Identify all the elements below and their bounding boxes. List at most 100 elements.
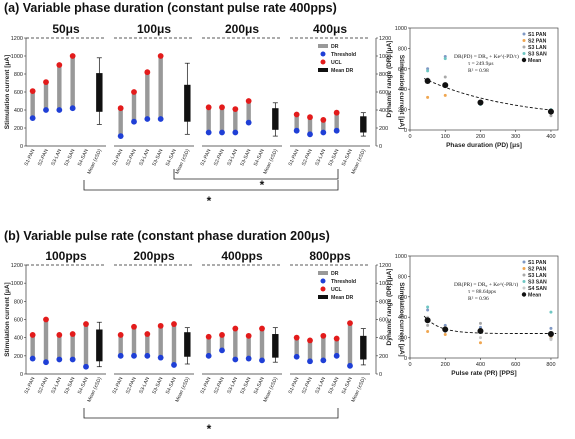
panel-title: 400μs bbox=[313, 22, 347, 36]
y-tick-label: 800 bbox=[398, 46, 407, 52]
y-tick-label: 600 bbox=[14, 318, 23, 324]
category-label: S2-PAN bbox=[301, 148, 314, 167]
scatter-legend-label: S3 SAN bbox=[528, 280, 547, 286]
dr-bar bbox=[347, 323, 353, 366]
ucl-point bbox=[43, 316, 49, 323]
fit-equation: DR(PD) = DR₀ + Ke^(-PD/τ) bbox=[454, 53, 519, 60]
category-label: S3-LAN bbox=[50, 376, 63, 395]
x-tick-label: 0 bbox=[408, 134, 411, 140]
scatter-legend-marker bbox=[522, 273, 526, 277]
threshold-point bbox=[43, 359, 49, 366]
significance-star: * bbox=[207, 194, 212, 208]
scatter-legend-marker bbox=[521, 57, 527, 63]
dr-bar bbox=[294, 337, 299, 357]
subject-data-point bbox=[426, 329, 430, 333]
fit-tau: τ = 88.64pps bbox=[468, 289, 496, 295]
scatter-legend-label: Mean bbox=[528, 293, 541, 299]
y-tick-label: 800 bbox=[398, 274, 407, 280]
y-tick-label: 800 bbox=[14, 72, 23, 78]
subject-data-point bbox=[478, 341, 482, 345]
threshold-point bbox=[56, 107, 63, 113]
scatter-legend-marker bbox=[522, 45, 526, 49]
dr-bar bbox=[57, 334, 62, 360]
ucl-point bbox=[219, 104, 225, 111]
x-tick-label: 800 bbox=[546, 362, 555, 368]
right-y-tick-label: 800 bbox=[379, 72, 388, 78]
y-axis-label: Dynamic range (DR) [μA] bbox=[386, 269, 393, 346]
right-y-tick-label: 0 bbox=[379, 144, 382, 150]
y-axis-label: Dynamic range (DR) [μA] bbox=[386, 41, 393, 118]
ucl-point bbox=[245, 332, 252, 339]
threshold-point bbox=[320, 129, 327, 136]
category-label: S3-SAN bbox=[239, 148, 252, 167]
scatter-legend-label: Mean bbox=[528, 58, 541, 64]
legend-ucl-swatch bbox=[320, 286, 326, 292]
dr-bar bbox=[118, 108, 123, 137]
category-label: S1-PAN bbox=[288, 376, 301, 395]
threshold-point bbox=[83, 363, 89, 370]
scatter-legend-marker bbox=[522, 286, 526, 290]
y-tick-label: 0 bbox=[20, 144, 23, 150]
threshold-point bbox=[205, 352, 212, 359]
dr-bar bbox=[145, 334, 150, 356]
y-tick-label: 1000 bbox=[395, 254, 407, 260]
dr-bar bbox=[233, 328, 238, 360]
dr-bar bbox=[70, 56, 75, 109]
category-label: S3-LAN bbox=[50, 148, 63, 167]
section-title: (a) Variable phase duration (constant pu… bbox=[4, 1, 337, 15]
ucl-point bbox=[29, 88, 36, 94]
category-label: S3-SAN bbox=[151, 148, 164, 167]
mean-dr-bar bbox=[184, 332, 191, 357]
subject-data-point bbox=[478, 336, 482, 340]
category-label: S3-LAN bbox=[314, 376, 327, 395]
scatter-legend-marker bbox=[522, 267, 526, 270]
mean-dr-bar bbox=[360, 116, 367, 133]
dr-bar bbox=[30, 91, 35, 119]
ucl-point bbox=[69, 331, 76, 337]
scatter-legend-label: S3 LAN bbox=[528, 273, 547, 279]
significance-star: * bbox=[207, 422, 212, 436]
y-tick-label: 800 bbox=[14, 299, 23, 305]
threshold-point bbox=[347, 362, 353, 369]
mean-data-point bbox=[424, 317, 431, 324]
ucl-point bbox=[333, 109, 340, 116]
mean-dr-bar bbox=[272, 108, 279, 130]
scatter-legend-marker bbox=[522, 52, 526, 55]
right-y-tick-label: 600 bbox=[379, 90, 388, 96]
ucl-point bbox=[43, 79, 49, 85]
legend: DR Threshold UCL Mean DR bbox=[314, 268, 370, 304]
ucl-point bbox=[56, 332, 63, 338]
dr-bar bbox=[206, 107, 211, 133]
ucl-point bbox=[117, 332, 124, 338]
panel-title: 100pps bbox=[45, 249, 87, 263]
x-tick-label: 400 bbox=[546, 134, 555, 140]
scatter-frame bbox=[409, 27, 559, 131]
ucl-point bbox=[56, 62, 63, 68]
right-y-tick-label: 200 bbox=[379, 354, 388, 360]
dr-bar bbox=[334, 338, 339, 356]
subject-data-point bbox=[549, 326, 553, 330]
left-y-label: Stimulation current [μA] bbox=[4, 55, 11, 129]
dr-bar bbox=[246, 101, 251, 123]
ucl-point bbox=[205, 104, 212, 111]
threshold-point bbox=[219, 347, 225, 354]
legend-dr-swatch bbox=[318, 44, 328, 48]
category-label: S1-PAN bbox=[288, 148, 301, 167]
ucl-point bbox=[171, 321, 177, 327]
threshold-point bbox=[144, 116, 151, 122]
legend-dr-swatch bbox=[318, 271, 328, 275]
fit-curve bbox=[423, 78, 555, 111]
y-tick-label: 1200 bbox=[11, 36, 23, 42]
threshold-point bbox=[293, 353, 300, 360]
right-y-tick-label: 800 bbox=[379, 299, 388, 305]
scatter-chart: 0 200 400 600 800 0 200 400 600 800 1000 Pulse rate… bbox=[386, 254, 559, 377]
dr-bar bbox=[334, 112, 339, 131]
dr-bar bbox=[70, 334, 75, 360]
dr-bar bbox=[145, 72, 150, 119]
category-label: S2-PAN bbox=[301, 376, 314, 395]
y-tick-label: 600 bbox=[14, 90, 23, 96]
ucl-point bbox=[131, 89, 137, 95]
